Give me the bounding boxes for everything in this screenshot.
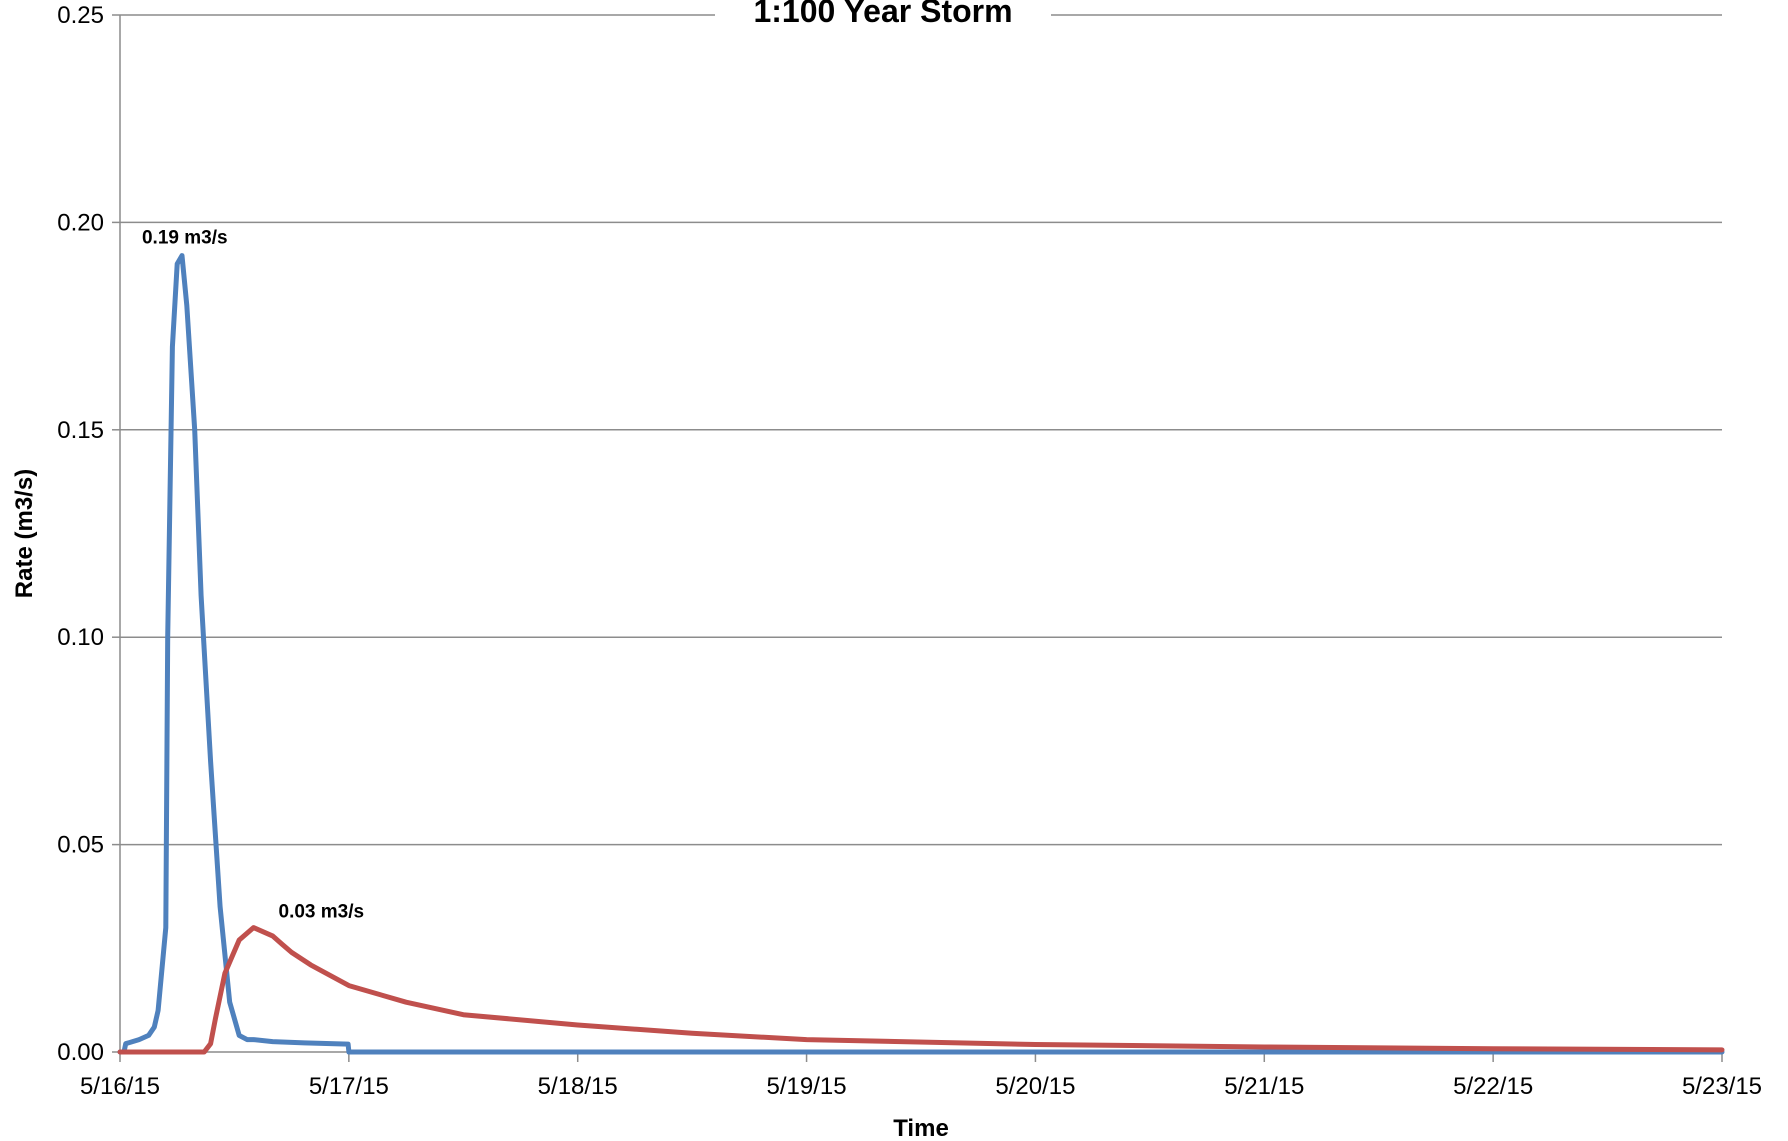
x-tick-label-1: 5/17/15	[309, 1073, 389, 1100]
x-axis-title: Time	[893, 1115, 949, 1141]
series-line-1	[117, 253, 1725, 1055]
x-tick-label-4: 5/20/15	[995, 1073, 1075, 1100]
series-lines	[117, 253, 1725, 1055]
chart-title-background	[715, 0, 1051, 30]
x-tick-label-2: 5/18/15	[538, 1073, 618, 1100]
labels: 0.19 m3/s 0.03 m3/s	[142, 228, 364, 923]
y-axis-title: Rate (m3/s)	[11, 469, 38, 598]
x-tick-label-5: 5/21/15	[1224, 1073, 1304, 1100]
data-label-series-1: 0.19 m3/s	[142, 228, 228, 249]
x-tick-label-6: 5/22/15	[1453, 1073, 1533, 1100]
y-tick-label-5: 0.25	[57, 2, 104, 29]
x-tick-label-3: 5/19/15	[767, 1073, 847, 1100]
data-label-series-2: 0.03 m3/s	[279, 902, 365, 923]
y-tick-label-3: 0.15	[57, 417, 104, 444]
y-tick-label-4: 0.20	[57, 209, 104, 236]
x-tick-label-7: 5/23/15	[1682, 1073, 1762, 1100]
chart-title: 1:100 Year Storm	[753, 0, 1012, 29]
y-tick-label-2: 0.10	[57, 624, 104, 651]
gridlines	[120, 14, 1722, 846]
y-tick-label-0: 0.00	[57, 1039, 104, 1066]
series-line-2	[117, 925, 1725, 1055]
axes: 0.00 0.05 0.10 0.15 0.20 0.25 5/16/15 5/17/15 5/…	[57, 2, 1762, 1100]
y-tick-label-1: 0.05	[57, 832, 104, 859]
x-tick-label-0: 5/16/15	[80, 1073, 160, 1100]
